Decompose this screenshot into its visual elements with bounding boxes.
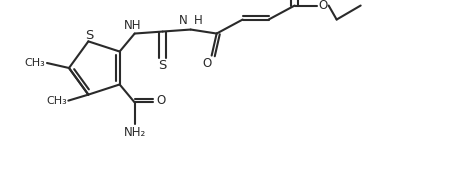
Text: NH: NH [124, 19, 141, 32]
Text: N: N [179, 14, 187, 27]
Text: CH₃: CH₃ [25, 58, 45, 68]
Text: O: O [156, 94, 165, 107]
Text: CH₃: CH₃ [46, 96, 67, 106]
Text: S: S [85, 29, 94, 42]
Text: NH₂: NH₂ [123, 126, 145, 139]
Text: H: H [193, 14, 202, 27]
Text: O: O [201, 57, 211, 70]
Text: S: S [158, 59, 167, 72]
Text: O: O [317, 0, 326, 12]
